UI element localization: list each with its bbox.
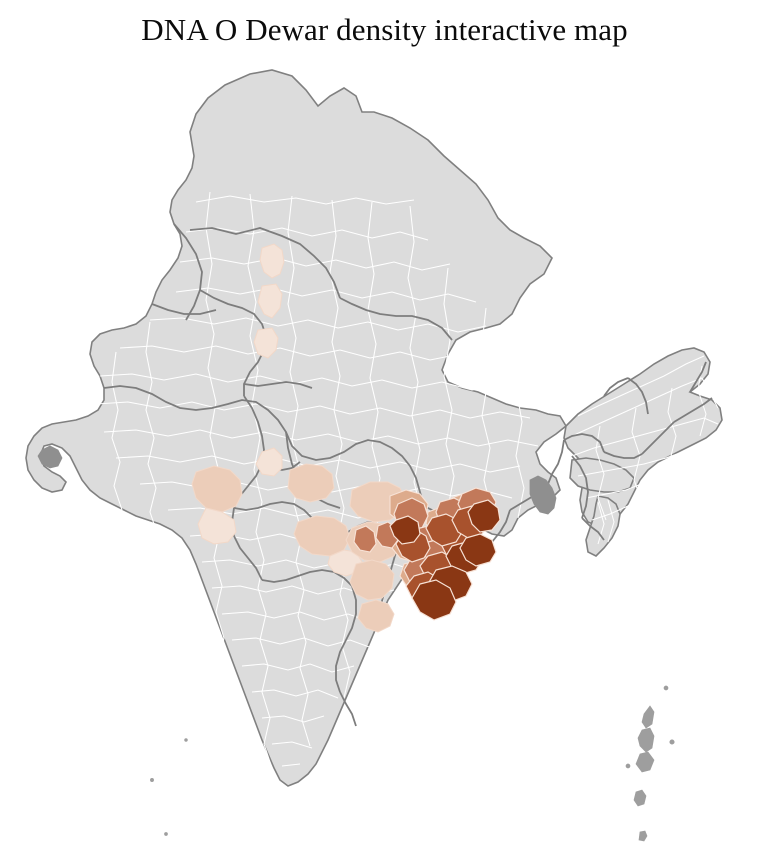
car-nicobar-island	[638, 830, 648, 842]
district-bin1-rajasthan-east[interactable]	[253, 327, 279, 359]
map-base-layer	[25, 69, 723, 787]
northeast-district-boundaries	[571, 355, 719, 545]
sundarbans-delta[interactable]	[529, 475, 557, 515]
india-landmass[interactable]	[25, 69, 568, 787]
choropleth-highlight-layer[interactable]	[191, 243, 501, 633]
page-title: DNA O Dewar density interactive map	[141, 12, 628, 47]
island-dot-1	[663, 685, 669, 691]
district-bin6-odisha-kalahandi[interactable]	[389, 515, 421, 545]
north-andaman-island	[641, 705, 655, 729]
island-dot-3	[625, 763, 631, 769]
district-bin2-mp-west[interactable]	[191, 465, 243, 513]
lakshadweep-dot-2	[184, 738, 188, 742]
district-bin2-chhattisgarh-far-south[interactable]	[357, 599, 395, 633]
india-choropleth-map[interactable]	[0, 52, 769, 845]
south-andaman-island	[635, 751, 655, 773]
middle-andaman-island	[637, 727, 655, 753]
little-andaman-island	[633, 789, 647, 807]
district-bin6-odisha-bhadrak[interactable]	[467, 499, 501, 533]
district-bin6-odisha-ganjam[interactable]	[411, 579, 457, 621]
district-bin1-mp-north[interactable]	[255, 447, 283, 477]
island-dot-2	[669, 739, 675, 745]
lakshadweep-dot-1	[150, 778, 154, 782]
district-bin2-mp-east[interactable]	[287, 463, 335, 503]
district-bin6-odisha-jagatsinghpur[interactable]	[459, 533, 497, 567]
andaman-nicobar-islands[interactable]	[150, 685, 675, 845]
lakshadweep-dot-3	[164, 832, 168, 836]
map-svg[interactable]	[0, 52, 769, 845]
kutch-rann[interactable]	[37, 445, 63, 469]
district-bin1-punjab[interactable]	[259, 243, 285, 279]
delta-layer	[37, 445, 557, 515]
district-bin1-haryana[interactable]	[257, 283, 283, 319]
district-bin1-mp-west-lower[interactable]	[197, 507, 237, 545]
district-boundaries	[95, 191, 539, 769]
district-bin4-chhattisgarh-spot-a[interactable]	[353, 525, 377, 553]
district-bin2-chhattisgarh-south[interactable]	[349, 559, 395, 601]
